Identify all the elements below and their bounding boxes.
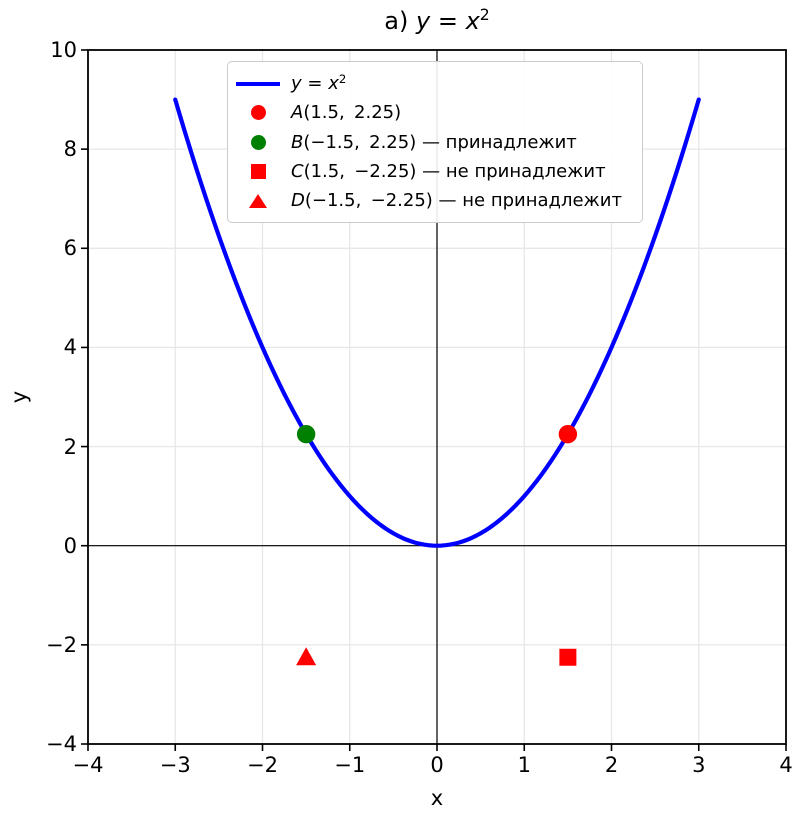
legend-swatch-column [235, 105, 281, 121]
x-tick-label: 4 [779, 753, 793, 777]
legend-marker-circle-icon [250, 134, 266, 150]
legend-item: B(−1.5, 2.25) — принадлежит [235, 128, 634, 157]
chart-title: a) y = x2 [384, 6, 490, 35]
y-tick-label: 0 [63, 533, 77, 558]
y-axis-label: y [7, 390, 31, 404]
point-A [558, 424, 578, 444]
legend-item-label: B(−1.5, 2.25) — принадлежит [291, 131, 577, 153]
legend-marker-line-icon [236, 81, 280, 86]
y-tick-label: 6 [63, 236, 77, 261]
legend-swatch-column [235, 193, 281, 208]
x-tick-label: 3 [692, 753, 706, 777]
x-tick-label: −2 [247, 753, 278, 777]
plot-border [87, 49, 787, 745]
x-tick-label: 0 [430, 753, 444, 777]
parabola-curve [173, 97, 701, 548]
y-tick-label: 4 [63, 335, 77, 360]
x-tick-label: 1 [517, 753, 531, 777]
legend-swatch-column [235, 81, 281, 86]
y-tick-label: −2 [46, 632, 77, 657]
legend-item: y = x2 [235, 69, 634, 98]
legend-swatch-column [235, 163, 281, 179]
legend-item: C(1.5, −2.25) — не принадлежит [235, 157, 634, 186]
point-D [296, 647, 317, 666]
legend-marker-triangle-icon [249, 193, 267, 208]
legend-item-label: A(1.5, 2.25) [291, 102, 402, 124]
legend-marker-circle-icon [250, 105, 266, 121]
x-tick-label: −1 [334, 753, 366, 777]
x-tick-label: −4 [72, 753, 104, 777]
legend-item: D(−1.5, −2.25) — не принадлежит [235, 186, 634, 215]
x-axis-label: x [430, 786, 444, 810]
legend-item-label: D(−1.5, −2.25) — не принадлежит [291, 190, 622, 211]
x-tick-label: −3 [159, 753, 191, 777]
legend-item: A(1.5, 2.25) [235, 98, 634, 127]
legend-swatch-column [235, 134, 281, 150]
y-tick-label: −4 [46, 732, 77, 756]
legend-item-label: C(1.5, −2.25) — не принадлежит [291, 160, 606, 182]
y-tick-label: 8 [63, 137, 77, 162]
legend-marker-square-icon [250, 163, 266, 179]
x-tick-label: 2 [604, 753, 619, 777]
y-tick-label: 2 [63, 434, 77, 459]
legend: y = x2 A(1.5, 2.25) B(−1.5, 2.25) — принад… [227, 61, 643, 223]
legend-item-label: y = x2 [291, 71, 347, 94]
y-tick-label: 10 [50, 38, 77, 62]
point-B [296, 424, 316, 444]
point-C [559, 648, 577, 666]
